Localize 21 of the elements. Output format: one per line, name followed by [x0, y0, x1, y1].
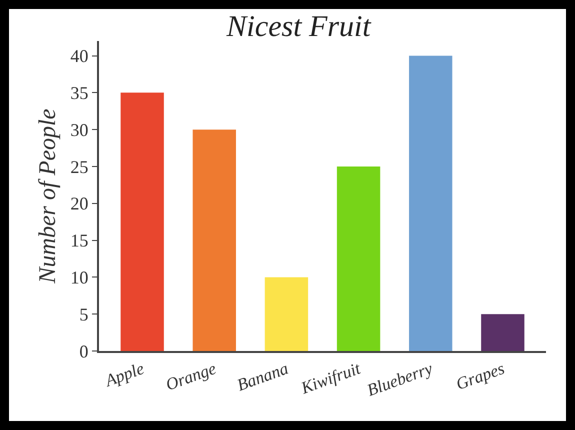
x-tick-label: Apple — [102, 358, 147, 391]
y-tick-label: 30 — [70, 120, 88, 140]
y-tick-label: 5 — [79, 304, 88, 324]
y-tick-label: 15 — [70, 230, 88, 251]
y-axis-title: Number of People — [35, 108, 61, 284]
bar — [336, 166, 380, 351]
bar — [409, 56, 452, 351]
bar — [481, 314, 524, 351]
chart-title: Nicest Fruit — [226, 10, 372, 44]
y-tick-label: 10 — [70, 267, 88, 288]
y-tick-label: 0 — [79, 341, 88, 362]
y-tick-label: 25 — [70, 156, 88, 177]
x-tick-label: Orange — [163, 358, 220, 394]
y-tick-label: 40 — [70, 46, 88, 66]
x-tick-label: Banana — [234, 358, 291, 395]
bar — [264, 277, 308, 351]
bar — [192, 130, 236, 351]
bar — [120, 92, 164, 351]
y-tick-label: 35 — [70, 82, 88, 103]
y-tick-label: 20 — [70, 194, 88, 214]
x-tick-label: Grapes — [453, 358, 508, 394]
